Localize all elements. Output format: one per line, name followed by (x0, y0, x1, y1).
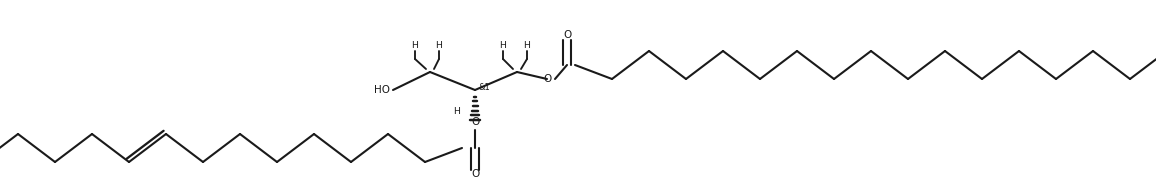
Text: &1: &1 (479, 82, 490, 92)
Text: H: H (412, 41, 418, 50)
Text: O: O (470, 117, 479, 127)
Text: O: O (543, 74, 551, 84)
Text: HO: HO (375, 85, 390, 95)
Text: H: H (524, 41, 531, 50)
Text: O: O (470, 169, 479, 177)
Text: H: H (453, 107, 460, 116)
Text: H: H (499, 41, 506, 50)
Text: O: O (563, 30, 571, 40)
Text: H: H (436, 41, 443, 50)
